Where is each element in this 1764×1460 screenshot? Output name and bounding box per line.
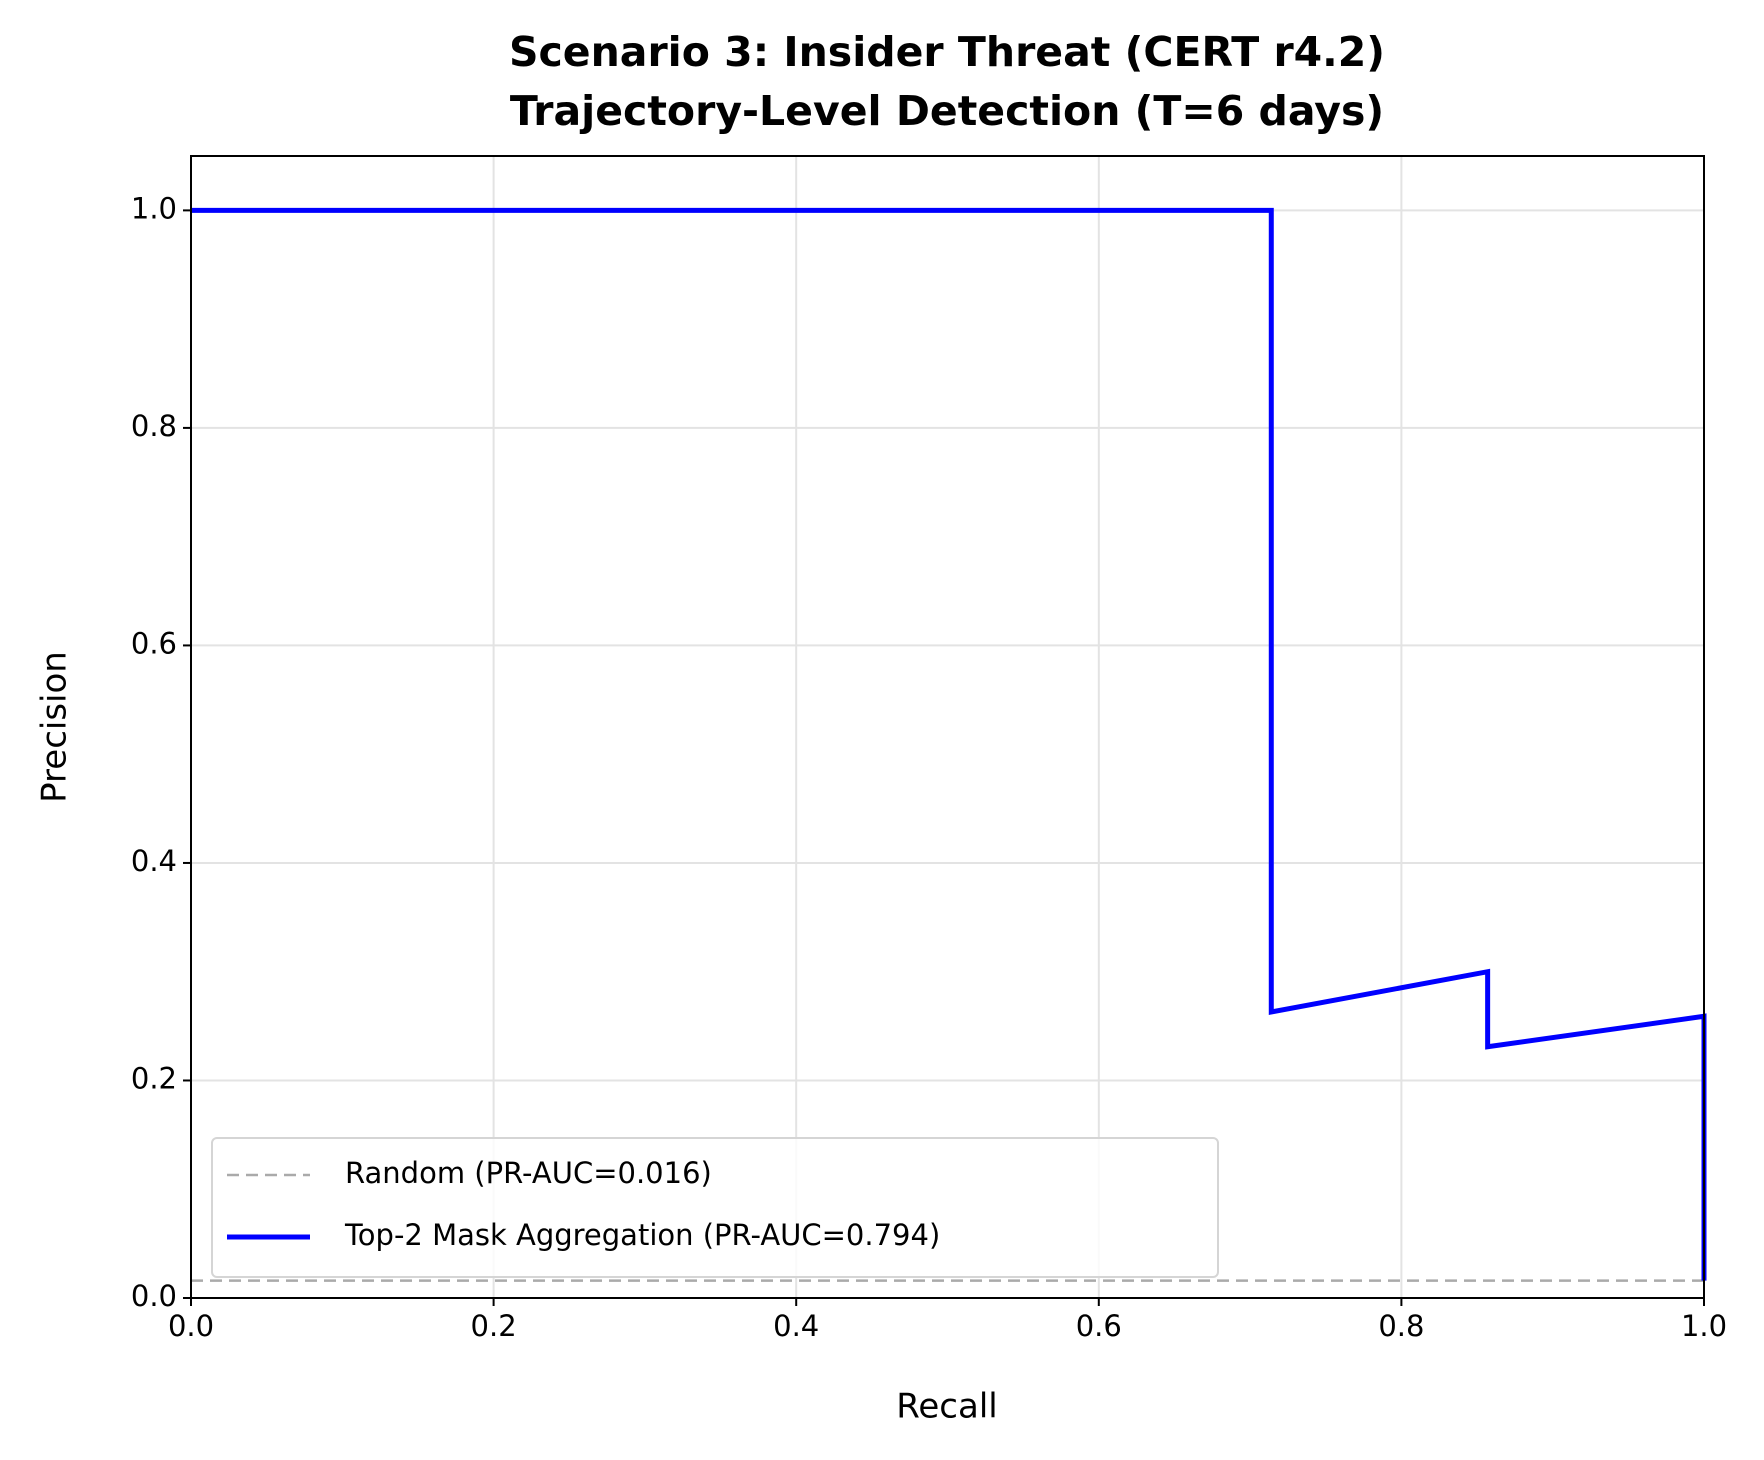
x-tick-label: 0.0	[168, 1309, 214, 1343]
y-tick-label: 0.2	[131, 1061, 177, 1095]
y-tick-label: 0.4	[131, 844, 177, 878]
y-tick-label: 0.8	[131, 409, 177, 443]
x-tick-label: 0.8	[1378, 1309, 1424, 1343]
chart-title: Trajectory-Level Detection (T=6 days)	[510, 87, 1384, 135]
x-tick-label: 1.0	[1681, 1309, 1727, 1343]
y-tick-label: 0.0	[131, 1279, 177, 1313]
y-axis-label: Precision	[35, 651, 75, 803]
legend-label: Top-2 Mask Aggregation (PR-AUC=0.794)	[344, 1218, 940, 1252]
y-tick-label: 0.6	[131, 626, 177, 660]
legend-label: Random (PR-AUC=0.016)	[345, 1156, 712, 1190]
legend-box	[211, 1137, 1219, 1278]
x-tick-label: 0.2	[471, 1309, 517, 1343]
x-axis-label: Recall	[896, 1387, 997, 1427]
plot-frame	[190, 155, 1705, 1299]
data-line	[191, 207, 1707, 1281]
chart-title: Scenario 3: Insider Threat (CERT r4.2)	[509, 28, 1385, 76]
x-tick-label: 0.6	[1076, 1309, 1122, 1343]
y-tick-label: 1.0	[131, 191, 177, 225]
x-tick-label: 0.4	[773, 1309, 819, 1343]
